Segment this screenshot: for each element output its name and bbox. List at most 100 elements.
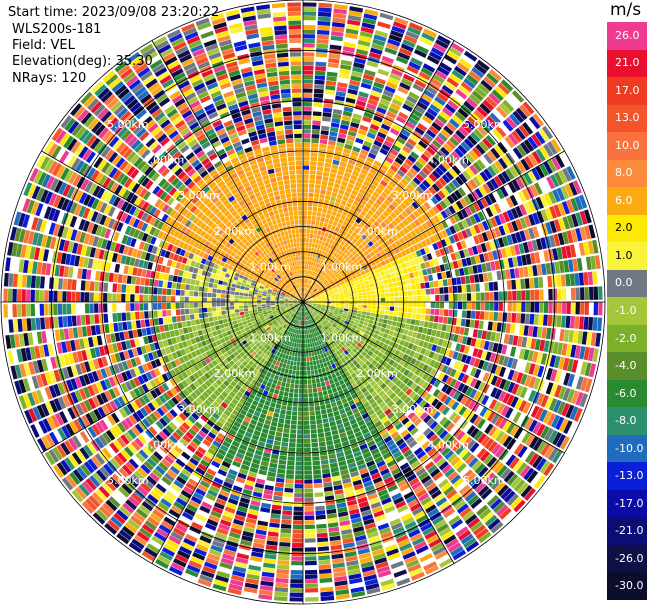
velocity-cell xyxy=(307,343,311,348)
velocity-cell xyxy=(469,215,477,225)
velocity-cell xyxy=(423,201,432,210)
velocity-cell xyxy=(311,257,315,262)
velocity-cell xyxy=(515,127,526,140)
velocity-cell xyxy=(470,310,476,319)
velocity-cell xyxy=(545,262,552,275)
velocity-cell xyxy=(297,334,300,339)
velocity-cell xyxy=(327,223,332,229)
velocity-cell xyxy=(461,310,467,318)
velocity-cell xyxy=(378,195,386,203)
velocity-cell xyxy=(321,304,327,306)
velocity-cell xyxy=(306,288,308,293)
velocity-cell xyxy=(317,298,322,300)
velocity-cell xyxy=(481,263,487,273)
velocity-cell xyxy=(570,229,578,243)
velocity-cell xyxy=(339,295,345,298)
velocity-cell xyxy=(316,423,323,429)
velocity-cell xyxy=(326,408,333,414)
velocity-cell xyxy=(491,89,504,102)
velocity-cell xyxy=(362,308,367,312)
velocity-cell xyxy=(312,295,316,298)
velocity-cell xyxy=(317,368,322,374)
velocity-cell xyxy=(434,136,445,146)
velocity-cell xyxy=(457,293,463,301)
velocity-cell xyxy=(274,436,282,442)
velocity-cell xyxy=(518,243,525,254)
velocity-cell xyxy=(326,513,338,519)
velocity-cell xyxy=(509,166,519,178)
velocity-cell xyxy=(402,235,409,242)
velocity-cell xyxy=(408,204,416,213)
velocity-cell xyxy=(303,25,316,30)
velocity-cell xyxy=(290,424,297,430)
velocity-cell xyxy=(309,356,313,362)
velocity-cell xyxy=(323,482,333,488)
velocity-cell xyxy=(320,381,326,387)
velocity-cell xyxy=(333,252,338,257)
velocity-cell xyxy=(534,289,540,301)
velocity-cell xyxy=(426,253,433,261)
velocity-cell xyxy=(366,60,379,68)
velocity-cell xyxy=(318,259,322,264)
velocity-cell xyxy=(473,235,480,245)
velocity-cell xyxy=(358,304,363,308)
velocity-cell xyxy=(323,427,331,433)
velocity-cell xyxy=(321,255,326,261)
velocity-cell xyxy=(579,316,585,330)
velocity-cell xyxy=(322,176,329,182)
velocity-cell xyxy=(480,292,485,301)
velocity-cell xyxy=(353,166,362,173)
velocity-cell xyxy=(429,315,435,322)
velocity-cell xyxy=(297,411,303,416)
velocity-cell xyxy=(565,315,571,329)
velocity-cell xyxy=(366,272,372,277)
velocity-cell xyxy=(318,7,332,13)
velocity-cell xyxy=(439,287,444,294)
velocity-cell xyxy=(373,115,383,123)
velocity-cell xyxy=(331,283,336,287)
velocity-cell xyxy=(330,304,336,307)
velocity-cell xyxy=(390,297,395,302)
velocity-cell xyxy=(283,359,288,364)
velocity-cell xyxy=(454,268,460,277)
velocity-cell xyxy=(445,227,453,236)
velocity-cell xyxy=(462,156,472,167)
velocity-cell xyxy=(381,228,388,236)
velocity-cell xyxy=(521,188,531,201)
velocity-cell xyxy=(347,19,361,26)
velocity-cell xyxy=(459,268,465,276)
velocity-cell xyxy=(395,232,402,240)
velocity-cell xyxy=(389,164,399,173)
velocity-cell xyxy=(401,280,407,286)
velocity-cell xyxy=(318,288,323,292)
velocity-cell xyxy=(408,61,421,71)
velocity-cell xyxy=(428,322,434,329)
velocity-cell xyxy=(487,251,494,261)
velocity-cell xyxy=(311,379,316,384)
velocity-cell xyxy=(442,107,454,118)
velocity-cell xyxy=(296,443,303,448)
velocity-cell xyxy=(360,149,369,156)
velocity-cell xyxy=(498,213,506,224)
velocity-cell xyxy=(463,77,476,89)
velocity-cell xyxy=(394,185,403,193)
velocity-cell xyxy=(562,231,570,245)
velocity-cell xyxy=(511,279,517,290)
velocity-cell xyxy=(315,291,320,295)
velocity-cell xyxy=(347,183,354,189)
velocity-cell xyxy=(275,403,282,409)
velocity-cell xyxy=(317,541,329,547)
velocity-cell xyxy=(328,278,333,283)
velocity-cell xyxy=(316,523,327,529)
velocity-cell xyxy=(530,252,536,264)
velocity-cell xyxy=(303,384,308,389)
velocity-cell xyxy=(323,280,328,285)
velocity-cell xyxy=(576,258,583,271)
velocity-cell xyxy=(452,203,460,212)
velocity-cell xyxy=(501,155,512,167)
velocity-cell xyxy=(323,376,329,382)
velocity-cell xyxy=(355,261,361,267)
velocity-cell xyxy=(344,279,349,283)
velocity-cell xyxy=(304,524,315,530)
velocity-cell xyxy=(296,438,303,444)
